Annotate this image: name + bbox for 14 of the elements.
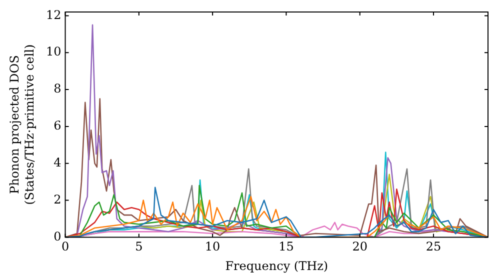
y-tick-label: 0 bbox=[54, 229, 62, 244]
y-tick-label: 6 bbox=[54, 118, 62, 133]
y-tick-label: 4 bbox=[54, 155, 62, 170]
x-axis-title: Frequency (THz) bbox=[225, 258, 328, 273]
y-tick-label: 8 bbox=[54, 82, 62, 96]
y-tick-label: 12 bbox=[46, 8, 62, 22]
x-tick-label: 5 bbox=[135, 240, 143, 254]
x-tick-label: 20 bbox=[352, 240, 368, 254]
y-tick-label: 10 bbox=[46, 44, 62, 59]
y-axis-title: Phonon projected DOS (States/THz·primitive cell) bbox=[8, 44, 37, 205]
x-tick-label: 10 bbox=[204, 240, 220, 254]
x-tick-label: 15 bbox=[278, 240, 294, 254]
y-tick-label: 2 bbox=[54, 192, 62, 206]
x-tick-label: 25 bbox=[426, 240, 442, 254]
